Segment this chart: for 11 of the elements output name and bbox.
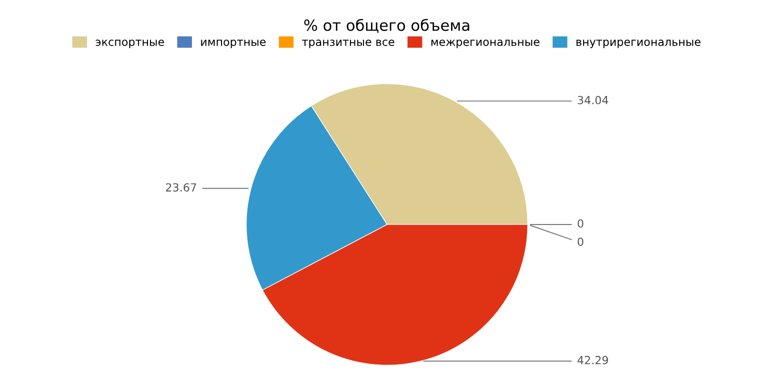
legend-label: внутрирегиональные <box>576 40 700 48</box>
text: 0 <box>578 238 584 246</box>
data-label: 23.67 <box>166 183 196 192</box>
data-label: 34.04 <box>578 96 608 104</box>
data-label: 42.29 <box>578 356 608 364</box>
legend-label: экспортные <box>96 40 164 48</box>
legend-label: транзитные все <box>302 40 394 48</box>
chart-title: % от общего объема <box>304 18 470 33</box>
legend-label: импортные <box>201 40 266 48</box>
text: 0 <box>578 219 584 228</box>
legend-label: межрегиональные <box>431 40 540 48</box>
